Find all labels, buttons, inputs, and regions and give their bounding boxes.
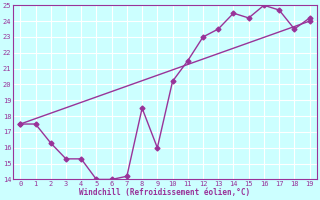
X-axis label: Windchill (Refroidissement éolien,°C): Windchill (Refroidissement éolien,°C) <box>79 188 251 197</box>
